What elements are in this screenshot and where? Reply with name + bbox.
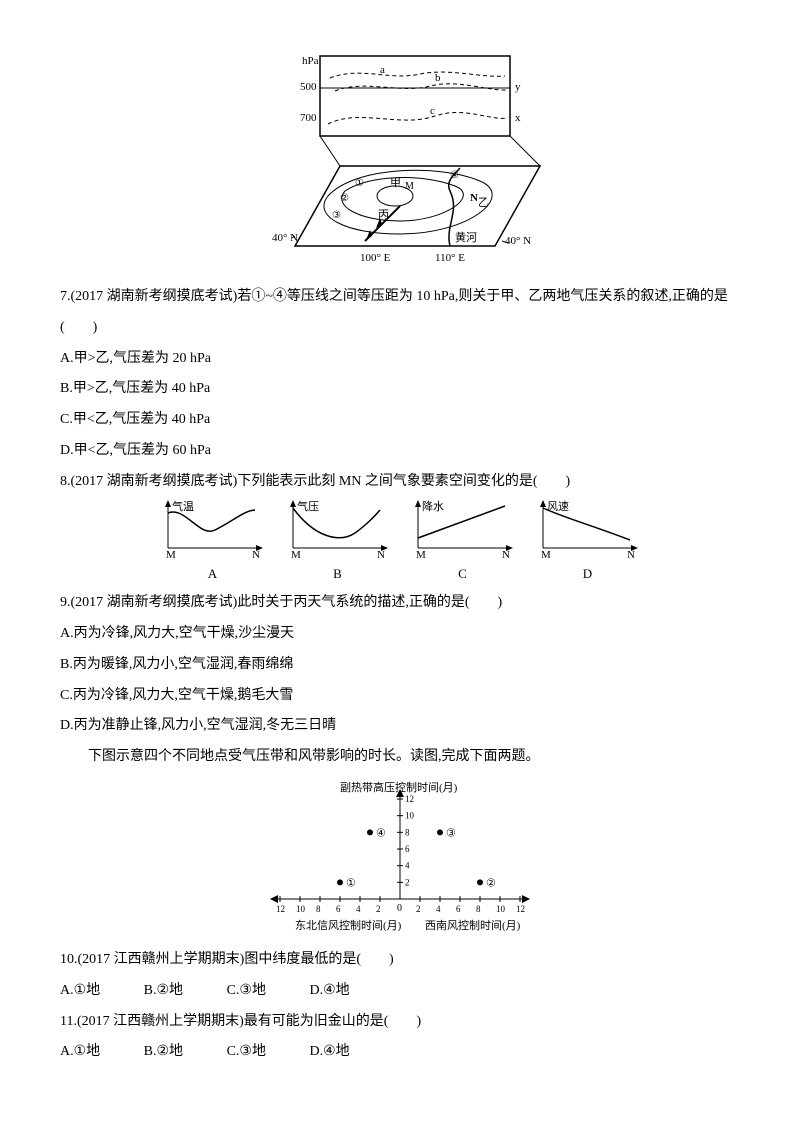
q8-stem: 8.(2017 湖南新考纲摸底考试)下列能表示此刻 MN 之间气象要素空间变化的… (60, 467, 740, 498)
svg-text:100° E: 100° E (360, 252, 391, 264)
svg-text:10: 10 (296, 904, 306, 914)
svg-text:④: ④ (376, 827, 386, 839)
q9-opt-a: A.丙为冷锋,风力大,空气干燥,沙尘漫天 (60, 619, 740, 650)
q10-opt-b: B.②地 (144, 976, 183, 1007)
svg-text:110° E: 110° E (435, 252, 465, 264)
q10-options: A.①地 B.②地 C.③地 D.④地 (60, 976, 740, 1007)
svg-text:2: 2 (376, 904, 381, 914)
q11-stem: 11.(2017 江西赣州上学期期末)最有可能为旧金山的是( ) (60, 1007, 740, 1038)
svg-text:4: 4 (405, 861, 410, 871)
svg-text:气压: 气压 (297, 499, 319, 513)
q10-opt-d: D.④地 (309, 976, 349, 1007)
svg-text:气温: 气温 (172, 499, 194, 513)
svg-text:500: 500 (300, 81, 317, 93)
svg-text:y: y (515, 81, 521, 93)
svg-text:M: M (541, 549, 551, 558)
q11-opt-c: C.③地 (227, 1037, 266, 1068)
intro-10-11: 下图示意四个不同地点受气压带和风带影响的时长。读图,完成下面两题。 (60, 742, 740, 773)
svg-text:甲: 甲 (390, 177, 401, 189)
q11-opt-a: A.①地 (60, 1037, 100, 1068)
svg-text:黄河: 黄河 (455, 230, 477, 244)
svg-text:③: ③ (446, 827, 456, 839)
svg-text:③: ③ (332, 210, 341, 221)
figure-weather-system: hPa 500 700 a b c y x 甲 M N 乙 丙 ① ② ③ ④ … (60, 46, 740, 276)
svg-text:2: 2 (405, 877, 410, 887)
svg-text:M: M (405, 181, 414, 192)
svg-text:乙: 乙 (478, 196, 489, 209)
q10-stem: 10.(2017 江西赣州上学期期末)图中纬度最低的是( ) (60, 945, 740, 976)
svg-text:0: 0 (397, 903, 402, 914)
q7-opt-c: C.甲<乙,气压差为 40 hPa (60, 405, 740, 436)
svg-text:M: M (291, 549, 301, 558)
svg-text:2: 2 (416, 904, 421, 914)
chart-b: 气压 M N B (285, 498, 390, 589)
svg-text:6: 6 (456, 904, 461, 914)
svg-text:8: 8 (316, 904, 321, 914)
svg-text:降水: 降水 (422, 499, 444, 513)
q7-opt-b: B.甲>乙,气压差为 40 hPa (60, 374, 740, 405)
figure-pressure-belts: 副热带高压控制时间(月) 0 2 4 6 8 10 12 12 10 8 6 4 2 2 4 6 8 10 12… (60, 779, 740, 939)
svg-text:40° N: 40° N (272, 232, 298, 244)
q9-stem: 9.(2017 湖南新考纲摸底考试)此时关于丙天气系统的描述,正确的是( ) (60, 588, 740, 619)
q11-opt-d: D.④地 (309, 1037, 349, 1068)
svg-text:hPa: hPa (302, 55, 319, 67)
svg-text:N: N (502, 549, 510, 558)
svg-text:东北信风控制时间(月): 东北信风控制时间(月) (295, 918, 402, 932)
svg-text:西南风控制时间(月): 西南风控制时间(月) (425, 918, 521, 932)
svg-text:N: N (627, 549, 635, 558)
chart-d: 风速 M N D (535, 498, 640, 589)
chart-a: 气温 M N A (160, 498, 265, 589)
svg-text:N: N (377, 549, 385, 558)
svg-text:N: N (252, 549, 260, 558)
svg-text:700: 700 (300, 112, 317, 124)
q7-opt-a: A.甲>乙,气压差为 20 hPa (60, 344, 740, 375)
chart-c-letter: C (410, 560, 515, 589)
svg-text:10: 10 (496, 904, 506, 914)
svg-text:4: 4 (436, 904, 441, 914)
svg-text:副热带高压控制时间(月): 副热带高压控制时间(月) (340, 780, 458, 794)
fig1-svg: hPa 500 700 a b c y x 甲 M N 乙 丙 ① ② ③ ④ … (250, 46, 550, 276)
q9-opt-c: C.丙为冷锋,风力大,空气干燥,鹅毛大雪 (60, 681, 740, 712)
svg-text:N: N (470, 192, 478, 204)
svg-text:6: 6 (336, 904, 341, 914)
svg-text:8: 8 (405, 827, 410, 837)
svg-text:40° N: 40° N (505, 235, 531, 247)
svg-text:c: c (430, 105, 435, 117)
q11-options: A.①地 B.②地 C.③地 D.④地 (60, 1037, 740, 1068)
svg-text:6: 6 (405, 844, 410, 854)
svg-text:x: x (515, 112, 521, 124)
fig3-svg: 副热带高压控制时间(月) 0 2 4 6 8 10 12 12 10 8 6 4 2 2 4 6 8 10 12… (240, 779, 560, 939)
chart-a-letter: A (160, 560, 265, 589)
q7-stem: 7.(2017 湖南新考纲摸底考试)若①~④等压线之间等压距为 10 hPa,则… (60, 282, 740, 344)
q8-charts: 气温 M N A 气压 M N B 降水 M N C (60, 498, 740, 589)
svg-text:10: 10 (405, 811, 415, 821)
svg-text:8: 8 (476, 904, 481, 914)
svg-text:①: ① (355, 178, 364, 189)
svg-text:丙: 丙 (378, 209, 389, 221)
svg-text:②: ② (486, 877, 496, 889)
chart-b-letter: B (285, 560, 390, 589)
svg-text:M: M (166, 549, 176, 558)
svg-text:①: ① (346, 877, 356, 889)
svg-text:④: ④ (450, 170, 459, 181)
svg-text:M: M (416, 549, 426, 558)
svg-text:4: 4 (356, 904, 361, 914)
chart-c: 降水 M N C (410, 498, 515, 589)
q9-opt-d: D.丙为准静止锋,风力小,空气湿润,冬无三日晴 (60, 711, 740, 742)
svg-text:12: 12 (276, 904, 285, 914)
svg-text:②: ② (340, 193, 349, 204)
q9-opt-b: B.丙为暖锋,风力小,空气湿润,春雨绵绵 (60, 650, 740, 681)
chart-d-letter: D (535, 560, 640, 589)
q10-opt-a: A.①地 (60, 976, 100, 1007)
svg-text:b: b (435, 72, 441, 84)
svg-text:12: 12 (516, 904, 525, 914)
svg-text:a: a (380, 64, 385, 76)
q7-opt-d: D.甲<乙,气压差为 60 hPa (60, 436, 740, 467)
q10-opt-c: C.③地 (227, 976, 266, 1007)
svg-text:12: 12 (405, 794, 414, 804)
q11-opt-b: B.②地 (144, 1037, 183, 1068)
